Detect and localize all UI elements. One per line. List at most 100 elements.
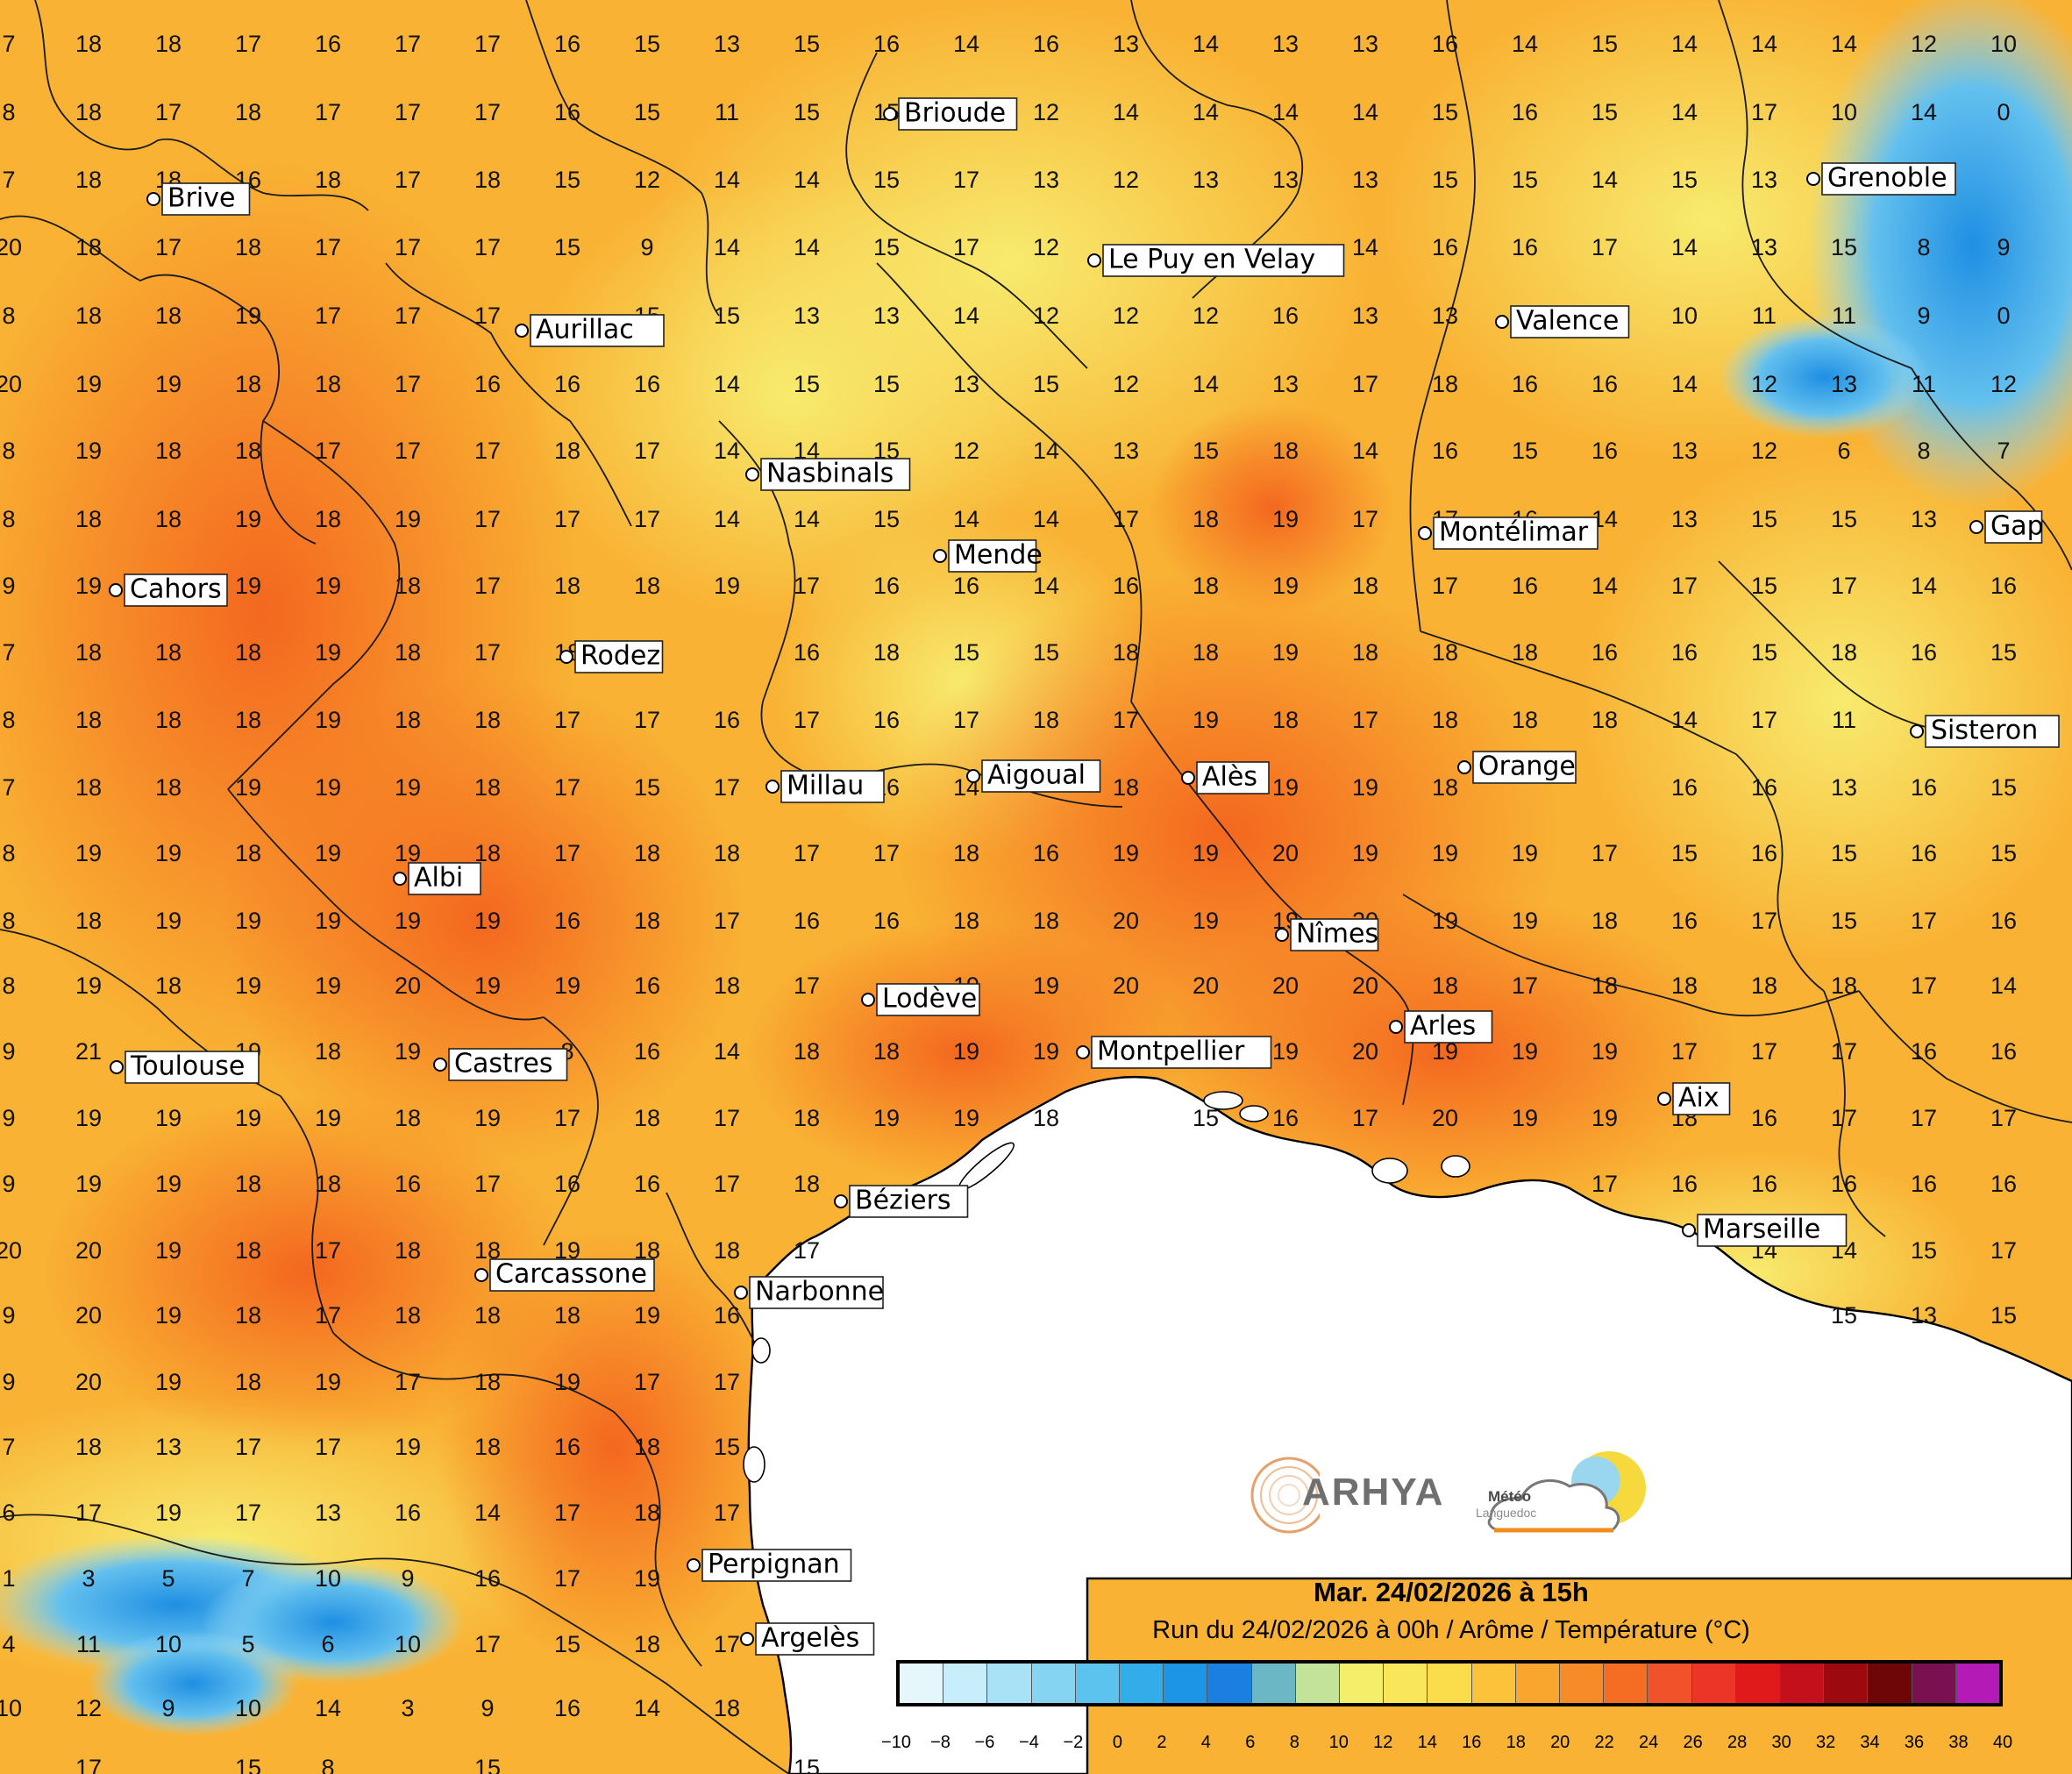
grid-value: 16 [1911,639,1937,666]
grid-value: 17 [395,303,421,329]
city-label-box [876,983,980,1016]
grid-value: 19 [953,1105,979,1131]
city-marker: Lodève [861,983,980,1016]
grid-value: 14 [1671,99,1698,125]
city-dot [1806,172,1820,186]
grid-value: 18 [1033,908,1059,934]
grid-value: 0 [1997,303,2010,329]
grid-value: 19 [1272,639,1299,666]
grid-value: 19 [155,840,182,866]
grid-value: 16 [794,908,820,934]
colorbar-cell [1515,1664,1561,1703]
grid-value: 18 [75,639,102,666]
city-label-box [849,1185,969,1218]
grid-value: 14 [1671,31,1698,57]
city-label-box [1697,1214,1848,1247]
grid-value: 20 [395,972,421,999]
grid-value: 15 [1591,31,1618,57]
grid-value: 19 [155,1105,182,1131]
grid-value: 14 [714,506,740,532]
colorbar-cell [943,1664,988,1703]
grid-value: 17 [953,167,979,193]
grid-value: 7 [2,167,15,193]
grid-value: 19 [235,1105,261,1131]
colorbar-cell [1031,1664,1076,1703]
grid-value: 18 [634,1500,660,1526]
grid-value: 15 [1911,1237,1937,1264]
grid-value: 18 [1591,707,1618,733]
city-marker: Narbonne [734,1276,884,1309]
city-label-box [1510,305,1630,338]
grid-value: 12 [1113,371,1139,397]
grid-value: 19 [315,639,341,666]
grid-value: 8 [1917,234,1930,260]
city-dot [1275,928,1289,942]
grid-value: 15 [873,371,900,397]
grid-value: 15 [1831,234,1857,260]
grid-value: 16 [873,31,900,57]
grid-value: 18 [634,1434,660,1460]
grid-value: 18 [1432,774,1458,801]
grid-value: 18 [75,908,102,934]
grid-value: 15 [554,167,580,193]
grid-value: 17 [1831,573,1857,599]
grid-value: 19 [75,371,102,397]
grid-value: 15 [634,99,660,125]
city-label-box [981,759,1101,793]
grid-value: 8 [2,707,15,733]
grid-value: 17 [714,908,740,934]
grid-value: 8 [321,1755,334,1774]
grid-value: 15 [1671,840,1698,866]
grid-value: 11 [1832,707,1856,733]
city-name: Valence [1516,306,1619,337]
grid-value: 12 [1990,371,2017,397]
colorbar-tick-label: 32 [1815,1733,1836,1752]
colorbar-tick-label: 10 [1328,1733,1349,1752]
colorbar-cell [1691,1664,1736,1703]
coastal-lagoons [743,1091,1470,1483]
grid-value: 3 [401,1695,414,1721]
grid-value: 11 [715,99,739,125]
grid-value: 13 [1033,167,1059,193]
city-label-box [1404,1010,1493,1044]
grid-value: 18 [75,506,102,532]
grid-value: 18 [873,1038,900,1065]
grid-value: 19 [1272,1038,1299,1065]
grid-value: 16 [1591,438,1618,464]
grid-value: 17 [794,707,820,733]
city-name: Nîmes [1296,919,1378,950]
city-name: Perpignan [708,1550,840,1580]
city-dot [1457,760,1471,774]
city-label-box [1672,1082,1731,1115]
grid-value: 18 [1113,639,1139,666]
grid-value: 16 [1671,774,1698,801]
grid-value: 18 [75,707,102,733]
grid-value: 10 [1990,31,2017,57]
colorbar-tick-label: −4 [1019,1733,1039,1752]
grid-value: 13 [873,303,900,329]
colorbar-tick-label: −8 [930,1733,951,1752]
city-marker: Nîmes [1275,918,1379,951]
grid-value: 19 [554,1369,580,1395]
grid-value: 14 [794,167,820,193]
grid-value: 19 [315,1369,341,1395]
grid-value: 13 [1352,303,1378,329]
city-label-box [749,1276,884,1309]
grid-value: 20 [1113,972,1139,999]
grid-value: 18 [395,1302,421,1329]
grid-value: 17 [75,1500,102,1526]
grid-value: 20 [1193,972,1219,999]
grid-value: 18 [235,707,261,733]
city-dot [861,993,875,1007]
grid-value: 16 [873,908,900,934]
colorbar-tick-label: −10 [881,1733,911,1752]
grid-value: 20 [75,1302,102,1329]
city-label-box [898,97,1018,131]
city-name: Mende [954,540,1043,571]
grid-value: 18 [714,1237,740,1264]
city-label-box [124,574,228,607]
grid-value: 13 [155,1434,182,1460]
grid-value: 14 [1591,167,1618,193]
grid-value: 14 [1671,371,1698,397]
colorbar-tick-label: 16 [1462,1733,1482,1752]
